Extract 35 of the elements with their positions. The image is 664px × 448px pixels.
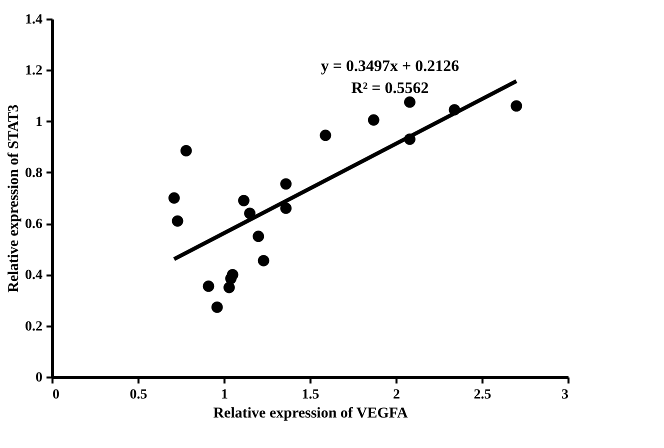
y-tick-label: 1.2 — [25, 64, 42, 79]
point — [280, 178, 292, 190]
point — [223, 282, 235, 294]
point — [180, 145, 192, 156]
point — [280, 202, 292, 214]
point — [202, 280, 214, 292]
y-tick-label: 0.6 — [25, 217, 42, 232]
y-tick-label: 1.4 — [25, 12, 42, 28]
point — [404, 96, 416, 108]
y-tick-label: 0.2 — [25, 319, 42, 334]
y-tick-label: 0.8 — [25, 166, 42, 181]
y-tick-label: 0.4 — [25, 268, 42, 284]
point — [238, 194, 250, 206]
y-axis-title: Relative expression of STAT3 — [6, 104, 22, 292]
point — [211, 302, 223, 313]
point — [258, 254, 270, 266]
y-tick-label: 1 — [36, 114, 42, 130]
y-tick-label: 0 — [36, 370, 42, 386]
point — [368, 114, 380, 126]
annotation: R² = 0.5562 — [351, 80, 429, 97]
annotation: y = 0.3497x + 0.2126 — [320, 58, 460, 75]
x-tick-label: 0 — [52, 388, 60, 402]
x-tick-label: 0.5 — [130, 388, 148, 402]
point — [172, 215, 184, 227]
x-tick-label: 2.5 — [474, 388, 492, 402]
point — [168, 192, 180, 204]
x-tick-label: 2 — [393, 388, 400, 402]
x-tick-label: 1 — [221, 388, 228, 402]
point — [226, 269, 238, 280]
point — [510, 100, 522, 112]
x-axis-title: Relative expression of VEGFA — [213, 406, 408, 422]
x-tick-label: 1.5 — [302, 388, 320, 402]
point — [252, 230, 264, 242]
point — [320, 130, 332, 142]
x-tick-label: 3 — [562, 388, 568, 402]
